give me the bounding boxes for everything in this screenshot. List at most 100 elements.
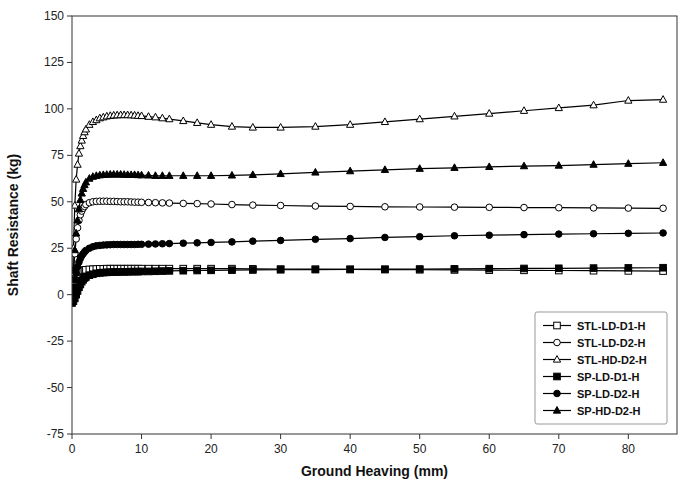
- point: [382, 234, 389, 241]
- x-tick-label: 30: [274, 442, 288, 456]
- x-tick: [280, 434, 281, 439]
- point: [229, 239, 236, 246]
- point: [625, 205, 632, 212]
- point: [660, 264, 667, 271]
- point: [159, 114, 166, 121]
- y-tick-label: 100: [44, 102, 64, 116]
- point: [312, 236, 319, 243]
- point: [659, 159, 666, 166]
- point: [166, 268, 173, 275]
- point: [152, 172, 159, 179]
- point: [250, 202, 257, 209]
- point: [159, 172, 166, 179]
- point: [659, 96, 666, 103]
- point: [180, 200, 187, 207]
- y-tick-label: -50: [47, 381, 65, 395]
- x-tick-label: 10: [135, 442, 149, 456]
- point: [486, 204, 493, 211]
- point: [72, 291, 76, 298]
- point: [416, 115, 423, 122]
- point: [590, 161, 597, 168]
- point: [166, 172, 173, 179]
- series-line: [72, 269, 663, 295]
- x-tick: [350, 434, 351, 439]
- series-line: [72, 163, 663, 295]
- point: [590, 101, 597, 108]
- x-tick: [141, 434, 142, 439]
- point: [416, 233, 423, 240]
- x-tick: [489, 434, 490, 439]
- legend-marker: [553, 356, 560, 363]
- point: [180, 267, 187, 274]
- point: [138, 171, 145, 178]
- point: [159, 240, 166, 247]
- y-tick: [67, 387, 72, 388]
- point: [229, 201, 236, 208]
- point: [194, 119, 201, 126]
- x-tick-label: 60: [483, 442, 497, 456]
- point: [73, 236, 80, 243]
- point: [166, 200, 173, 207]
- point: [180, 240, 187, 247]
- legend-marker: [554, 390, 561, 397]
- point: [277, 266, 284, 273]
- legend-label: SP-LD-D2-H: [577, 388, 639, 400]
- y-tick: [67, 201, 72, 202]
- legend-box: [535, 312, 667, 424]
- series-line: [72, 100, 663, 295]
- point: [277, 124, 284, 131]
- point: [194, 200, 201, 207]
- point: [312, 123, 319, 130]
- x-tick-label: 50: [413, 442, 427, 456]
- x-tick: [558, 434, 559, 439]
- point: [73, 229, 80, 236]
- point: [312, 266, 319, 273]
- point: [555, 231, 562, 238]
- point: [381, 118, 388, 125]
- point: [208, 201, 215, 208]
- point: [145, 113, 152, 120]
- point: [145, 241, 152, 248]
- point: [72, 246, 78, 253]
- point: [194, 240, 201, 247]
- chart: 01020304050607080-75-50-2502550751001251…: [0, 0, 695, 490]
- point: [277, 202, 284, 209]
- legend-marker: [553, 407, 560, 414]
- point: [660, 230, 667, 237]
- point: [159, 200, 166, 207]
- y-tick: [67, 248, 72, 249]
- point: [194, 267, 201, 274]
- point: [249, 124, 256, 131]
- plot-area: [72, 96, 667, 307]
- y-tick-label: -75: [47, 427, 65, 441]
- point: [590, 230, 597, 237]
- legend-label: SP-HD-D2-H: [577, 405, 641, 417]
- point: [312, 203, 319, 210]
- point: [249, 171, 256, 178]
- point: [72, 284, 77, 291]
- series-line: [72, 201, 663, 294]
- y-tick: [67, 294, 72, 295]
- point: [208, 267, 215, 274]
- x-tick: [628, 434, 629, 439]
- point: [277, 266, 284, 273]
- point: [520, 107, 527, 114]
- point: [74, 161, 81, 168]
- point: [486, 163, 493, 170]
- x-tick: [211, 434, 212, 439]
- point: [416, 165, 423, 172]
- point: [152, 241, 159, 248]
- point: [228, 171, 235, 178]
- point: [625, 160, 632, 167]
- point: [451, 232, 458, 239]
- point: [555, 162, 562, 169]
- y-tick-label: 25: [51, 241, 65, 255]
- point: [625, 97, 632, 104]
- point: [416, 266, 423, 273]
- point: [250, 238, 257, 245]
- point: [590, 265, 597, 272]
- point: [347, 266, 354, 273]
- point: [660, 205, 667, 212]
- point: [152, 268, 159, 275]
- y-axis-label: Shaft Resistance (kg): [5, 154, 21, 296]
